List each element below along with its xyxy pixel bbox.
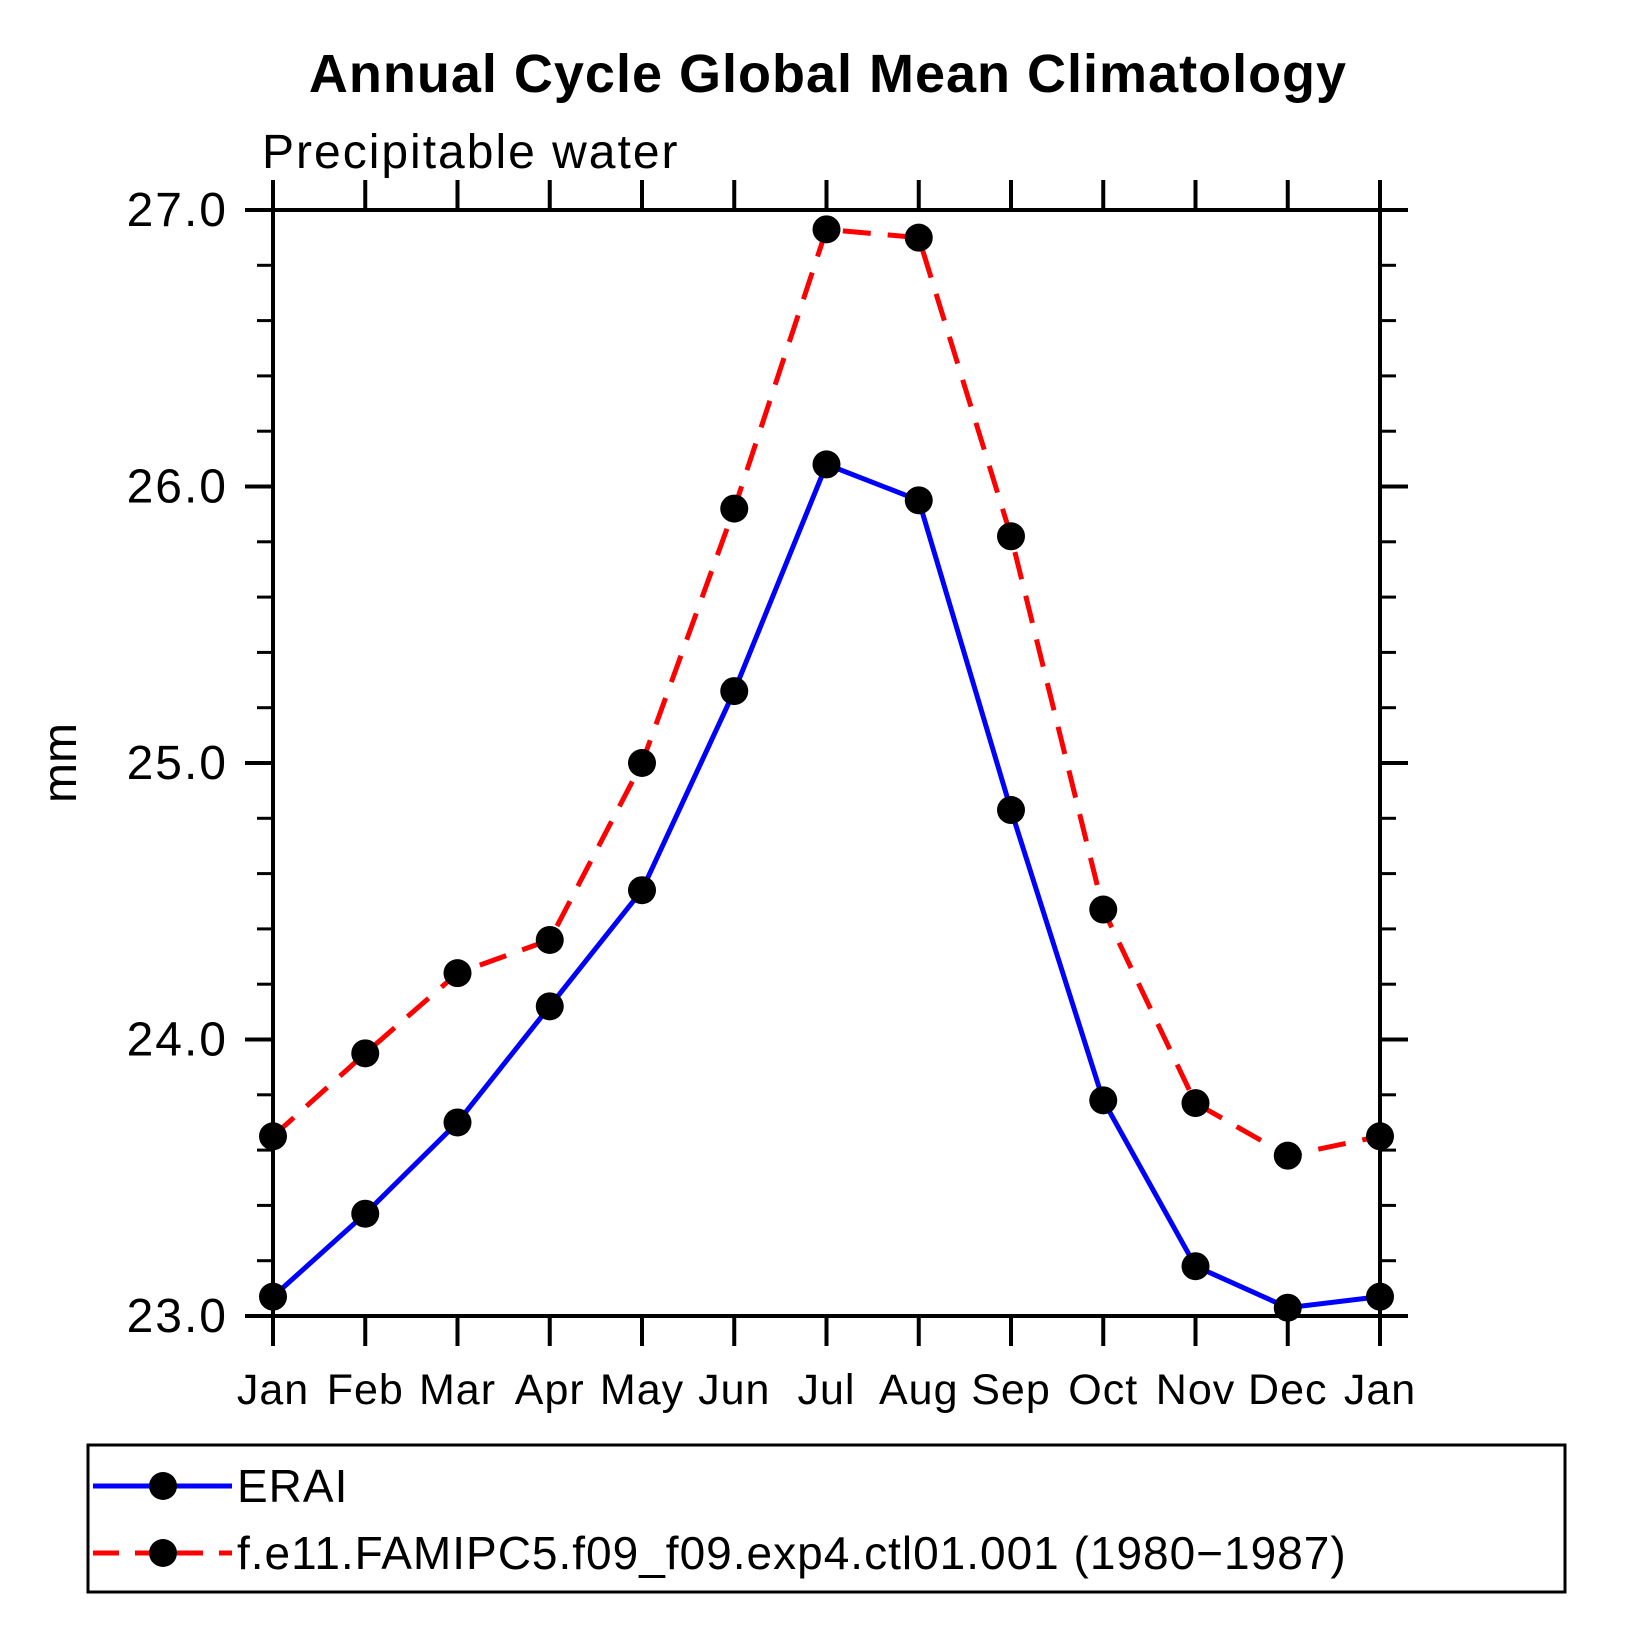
data-point-marker [1089,1086,1118,1115]
y-tick-labels: 23.0 24.0 25.0 26.0 27.0 [127,184,228,1343]
x-tick-label: Jun [698,1366,770,1414]
series-lines [271,226,1381,1311]
x-tick-label: Feb [327,1366,404,1414]
data-point-marker [720,494,749,523]
data-point-marker [904,223,933,252]
x-tick-label: May [600,1366,684,1414]
data-point-marker [351,1039,380,1068]
x-tick-label: Mar [419,1366,496,1414]
x-tick-label: Jan [1344,1366,1416,1414]
y-tick-label: 26.0 [127,461,228,514]
data-point-marker [443,959,472,988]
x-tick-label: Oct [1068,1366,1138,1414]
x-tick-label: Jan [237,1366,309,1414]
data-point-marker [628,876,656,905]
legend-label: ERAI [237,1460,348,1512]
x-tick-label: Aug [879,1366,959,1414]
data-point-marker [812,450,841,479]
x-tick-label: Jul [798,1366,856,1414]
chart-subtitle: Precipitable water [262,126,680,179]
legend-marker-sample [149,1472,177,1500]
x-tick-label: Sep [971,1366,1051,1414]
legend-label: f.e11.FAMIPC5.f09_f09.exp4.ctl01.001 (19… [237,1527,1347,1579]
y-axis-ticks [245,208,1408,1318]
legend-box [86,1443,1567,1594]
y-axis-label: mm [34,723,87,803]
data-point-marker [259,1282,287,1311]
data-point-marker [1273,1293,1302,1322]
data-point-marker [997,796,1025,825]
data-point-marker [351,1199,380,1228]
data-point-marker [720,677,749,706]
plot-frame [271,208,1382,1318]
y-tick-label: 25.0 [127,737,228,790]
data-point-marker [259,1122,287,1151]
data-point-marker [1366,1282,1394,1311]
plot-border [271,208,1382,1318]
data-point-marker [628,749,656,777]
data-point-marker [1089,895,1118,924]
series-line-erai [271,461,1381,1311]
data-point-marker [997,522,1025,551]
data-point-marker [443,1108,472,1137]
series-line-model [271,226,1381,1159]
data-point-marker [904,486,933,515]
series-markers [259,215,1394,1322]
data-point-marker [535,992,564,1021]
data-point-marker [535,925,564,954]
x-tick-label: Nov [1156,1366,1235,1414]
data-point-marker [1181,1089,1210,1118]
legend-marker-sample [149,1539,177,1567]
data-point-marker [1181,1252,1210,1281]
y-tick-label: 27.0 [127,184,228,237]
x-tick-label: Dec [1248,1366,1327,1414]
y-tick-label: 23.0 [127,1290,228,1343]
chart-title: Annual Cycle Global Mean Climatology [309,44,1347,104]
y-tick-label: 24.0 [127,1014,228,1067]
data-point-marker [1366,1122,1394,1151]
x-tick-labels: Jan Feb Mar Apr May Jun Jul Aug Sep Oct Nov Dec Jan [237,1366,1416,1414]
data-point-marker [1273,1141,1302,1170]
x-axis-ticks [271,180,1382,1346]
data-point-marker [812,215,841,244]
x-tick-label: Apr [515,1366,585,1414]
legend: ERAI f.e11.FAMIPC5.f09_f09.exp4.ctl01.001… [86,1443,1567,1594]
